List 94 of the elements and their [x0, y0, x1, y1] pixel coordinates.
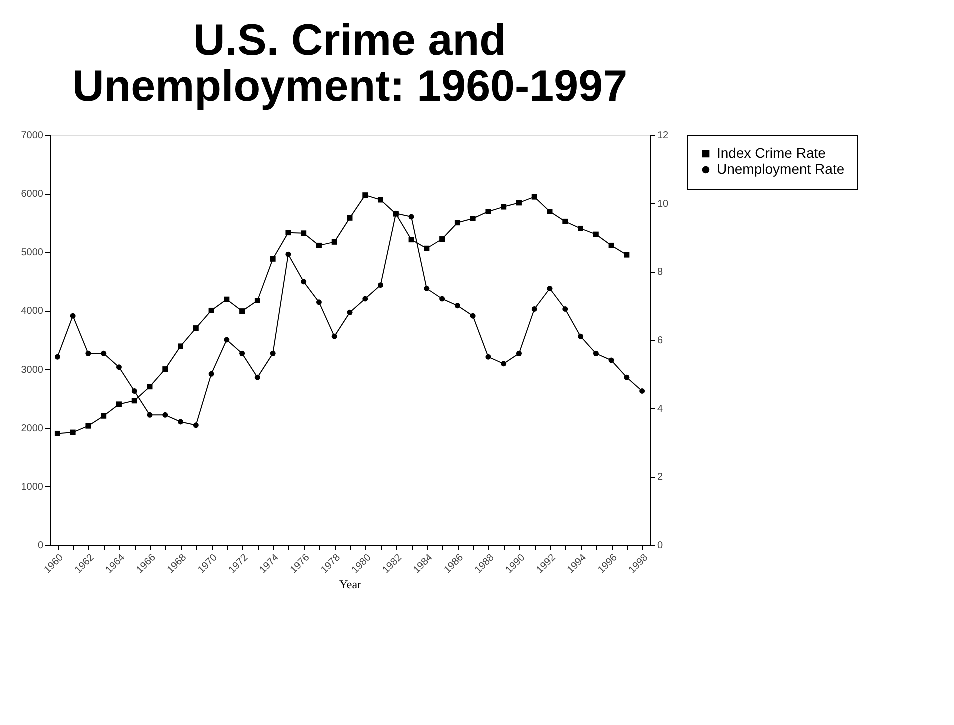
- y2-tick-label: 8: [658, 267, 664, 278]
- point: [224, 296, 230, 302]
- y-tick-label: 3000: [21, 364, 44, 376]
- point: [54, 430, 60, 436]
- y-tick-label: 1000: [21, 482, 44, 493]
- point: [454, 303, 460, 309]
- point: [501, 204, 507, 210]
- point: [147, 384, 153, 390]
- point: [378, 197, 384, 203]
- y-tick-label: 4000: [21, 306, 44, 318]
- point: [440, 296, 446, 302]
- legend-label: Index Crime Rate: [717, 145, 826, 161]
- point: [86, 350, 92, 356]
- point: [286, 252, 292, 258]
- point: [608, 358, 614, 364]
- x-axis-title: Year: [339, 577, 362, 592]
- point: [640, 388, 646, 394]
- point: [254, 374, 260, 380]
- y-tick-label: 7000: [21, 130, 44, 142]
- point: [562, 306, 568, 312]
- point: [224, 337, 230, 343]
- point: [624, 374, 630, 380]
- point: [624, 252, 630, 258]
- point: [162, 366, 168, 372]
- point: [347, 310, 353, 316]
- point: [286, 230, 292, 236]
- point: [424, 246, 430, 252]
- point: [470, 216, 476, 222]
- y2-tick-label: 4: [658, 404, 664, 415]
- point: [532, 194, 538, 200]
- y-tick-label: 2000: [21, 423, 44, 434]
- point: [593, 232, 599, 238]
- point: [486, 208, 492, 214]
- point: [332, 334, 338, 340]
- point: [547, 286, 553, 292]
- point: [347, 215, 353, 221]
- point: [178, 419, 184, 425]
- point: [162, 412, 168, 418]
- point: [424, 286, 430, 292]
- point: [132, 398, 138, 404]
- point: [578, 334, 584, 340]
- point: [147, 412, 153, 418]
- chart-title: U.S. Crime and Unemployment: 1960-1997: [72, 16, 628, 111]
- y2-tick-label: 0: [658, 540, 664, 552]
- y-tick-label: 5000: [21, 248, 44, 259]
- point: [101, 413, 107, 419]
- point: [70, 430, 76, 436]
- point: [470, 313, 476, 319]
- point: [193, 326, 199, 332]
- point: [316, 300, 322, 306]
- point: [254, 298, 260, 304]
- legend-label: Unemployment Rate: [717, 161, 845, 177]
- point: [408, 237, 414, 243]
- point: [301, 279, 307, 285]
- y2-tick-label: 6: [658, 336, 664, 346]
- point: [301, 230, 307, 236]
- point: [193, 422, 199, 428]
- y2-tick-label: 2: [658, 472, 664, 484]
- point: [208, 308, 214, 314]
- point: [440, 236, 446, 242]
- point: [408, 214, 414, 220]
- y2-tick-label: 12: [658, 130, 670, 142]
- point: [593, 350, 599, 356]
- point: [332, 239, 338, 245]
- y2-tick-label: 10: [658, 198, 670, 210]
- point: [578, 226, 584, 232]
- point: [116, 364, 122, 370]
- point: [316, 242, 322, 248]
- point: [116, 402, 122, 408]
- point: [547, 208, 553, 214]
- point: [608, 242, 614, 248]
- y-tick-label: 0: [38, 540, 44, 552]
- point: [70, 313, 76, 319]
- point: [178, 344, 184, 350]
- point: [240, 308, 246, 314]
- point: [208, 371, 214, 377]
- point: [270, 350, 276, 356]
- point: [516, 200, 522, 206]
- point: [378, 282, 384, 288]
- point: [562, 218, 568, 224]
- point: [362, 192, 368, 198]
- point: [54, 354, 60, 360]
- point: [362, 296, 368, 302]
- point: [240, 350, 246, 356]
- point: [101, 350, 107, 356]
- point: [532, 306, 538, 312]
- point: [486, 354, 492, 360]
- y-tick-label: 6000: [21, 189, 44, 200]
- point: [501, 361, 507, 367]
- point: [86, 423, 92, 429]
- point: [516, 350, 522, 356]
- point: [132, 388, 138, 394]
- point: [270, 256, 276, 262]
- point: [454, 220, 460, 226]
